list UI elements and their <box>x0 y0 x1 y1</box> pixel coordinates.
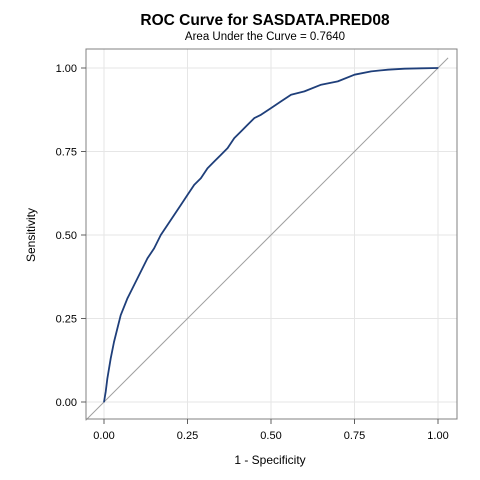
roc-point <box>173 214 175 216</box>
chart-title: ROC Curve for SASDATA.PRED08 <box>140 12 390 29</box>
roc-point <box>146 257 149 259</box>
x-tick-label: 0.00 <box>93 430 114 442</box>
roc-point <box>240 130 242 133</box>
y-ticks: 0.00 0.25 0.50 0.75 1.00 <box>56 63 86 409</box>
y-tick-label: 1.00 <box>56 63 77 75</box>
roc-point <box>180 204 182 206</box>
roc-point <box>113 341 115 343</box>
roc-point <box>247 124 249 126</box>
roc-point <box>387 69 389 71</box>
y-tick-label: 0.25 <box>56 314 77 326</box>
x-ticks: 0.00 0.25 0.50 0.75 1.00 <box>93 419 449 442</box>
roc-point <box>404 68 406 70</box>
roc-point <box>110 357 112 360</box>
roc-point <box>280 100 282 102</box>
y-tick-label: 0.50 <box>56 230 77 242</box>
y-tick-label: 0.75 <box>56 147 77 159</box>
roc-point <box>337 80 339 82</box>
reference-line-layer <box>85 57 449 421</box>
roc-point <box>103 401 105 403</box>
x-tick-label: 0.75 <box>344 430 365 442</box>
chart-subtitle: Area Under the Curve = 0.7640 <box>185 31 345 43</box>
roc-point <box>116 327 118 330</box>
roc-point <box>290 94 292 96</box>
diagonal-reference-line <box>85 57 449 421</box>
roc-point <box>320 84 322 86</box>
roc-point <box>120 314 122 316</box>
roc-point <box>220 154 222 156</box>
x-tick-label: 1.00 <box>427 430 448 442</box>
roc-point <box>126 297 128 300</box>
roc-point <box>437 67 439 69</box>
roc-point <box>226 147 229 149</box>
roc-point <box>186 194 189 196</box>
roc-point <box>105 391 107 393</box>
x-axis-label: 1 - Specificity <box>234 453 305 467</box>
roc-point <box>200 177 202 179</box>
roc-curve-line <box>103 67 439 403</box>
roc-point <box>303 90 305 92</box>
roc-point <box>206 167 209 169</box>
roc-point <box>353 74 356 76</box>
roc-point <box>133 284 135 286</box>
x-tick-label: 0.25 <box>177 430 198 442</box>
roc-point <box>253 117 255 119</box>
y-tick-label: 0.00 <box>56 397 77 409</box>
roc-point <box>260 114 262 116</box>
roc-point <box>166 224 169 226</box>
y-axis-label: Sensitivity <box>24 208 38 262</box>
roc-point <box>140 271 142 273</box>
gridlines <box>86 49 457 419</box>
roc-point <box>233 137 235 139</box>
x-tick-label: 0.50 <box>260 430 281 442</box>
roc-point <box>420 67 422 69</box>
roc-point <box>213 160 215 163</box>
series-layer <box>103 67 439 403</box>
roc-point <box>153 247 155 249</box>
roc-point <box>370 70 372 72</box>
roc-point <box>270 107 272 109</box>
roc-point <box>193 184 195 186</box>
roc-point <box>106 378 108 380</box>
roc-point <box>160 234 162 236</box>
